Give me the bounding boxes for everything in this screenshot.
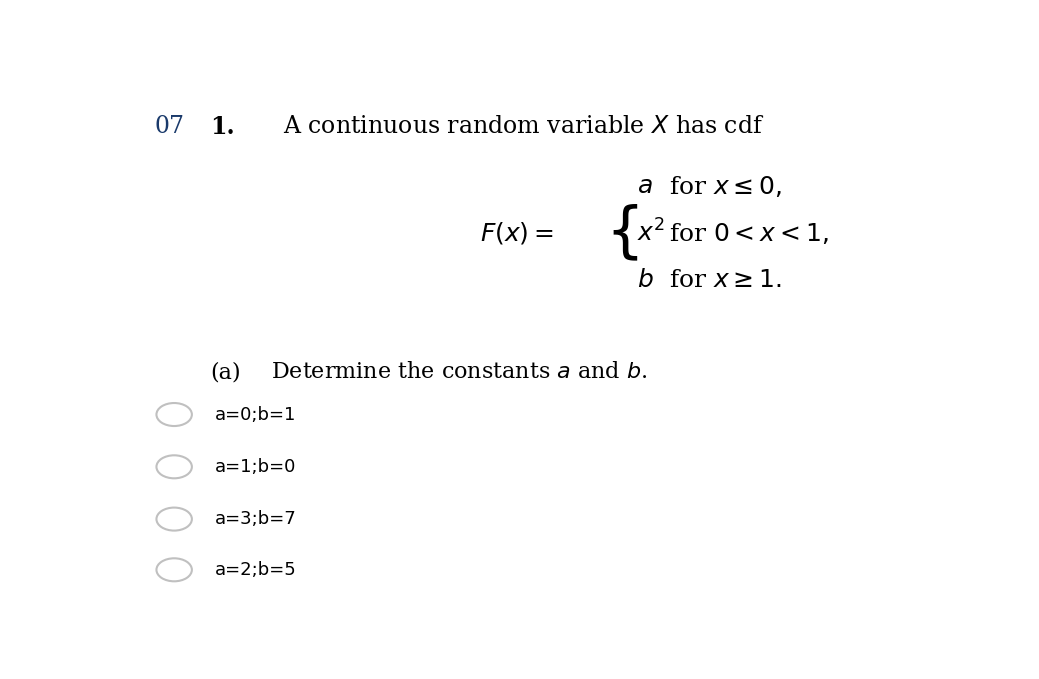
Text: for $x \leq 0,$: for $x \leq 0,$ <box>669 174 782 198</box>
Text: $F(x) =$: $F(x) =$ <box>480 220 554 246</box>
Text: $a$: $a$ <box>637 175 652 198</box>
Text: A continuous random variable $X$ has cdf: A continuous random variable $X$ has cdf <box>283 115 765 139</box>
Text: a=1;b=0: a=1;b=0 <box>214 458 296 476</box>
Text: for $x \geq 1.$: for $x \geq 1.$ <box>669 269 782 292</box>
Text: a=3;b=7: a=3;b=7 <box>214 510 296 528</box>
Text: $\left\{ \right.$: $\left\{ \right.$ <box>605 203 638 263</box>
Text: 1.: 1. <box>210 115 235 139</box>
Text: (a): (a) <box>210 361 241 383</box>
Text: $b$: $b$ <box>637 269 654 292</box>
Text: a=0;b=1: a=0;b=1 <box>214 405 296 424</box>
Text: a=2;b=5: a=2;b=5 <box>214 561 296 579</box>
Text: 07: 07 <box>154 115 184 139</box>
Text: $x^2$: $x^2$ <box>637 219 665 246</box>
Text: Determine the constants $a$ and $b$.: Determine the constants $a$ and $b$. <box>271 361 647 383</box>
Text: for $0 < x < 1,$: for $0 < x < 1,$ <box>669 221 829 246</box>
